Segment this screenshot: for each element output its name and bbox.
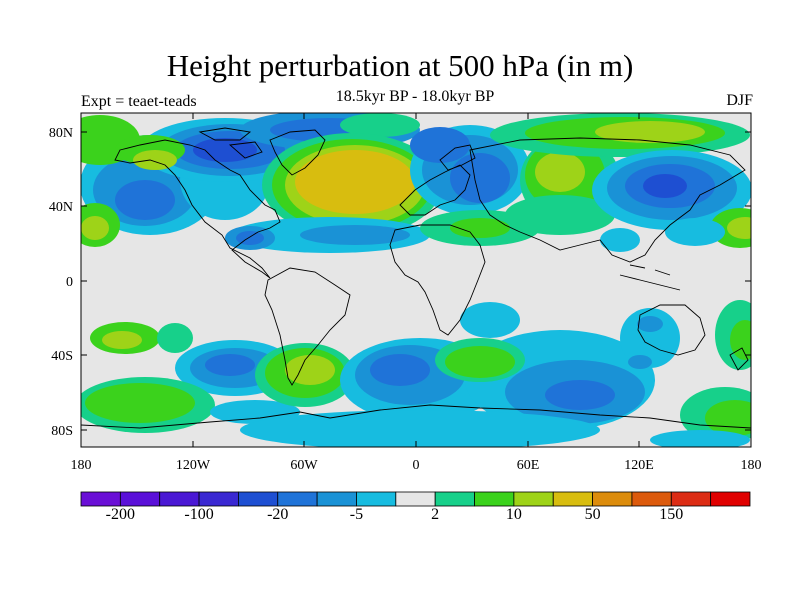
colorbar-swatch xyxy=(513,491,554,507)
colorbar-label: 2 xyxy=(431,506,440,523)
coastline-north-america xyxy=(114,139,281,279)
axis-ticks xyxy=(80,113,752,447)
colorbar-swatch xyxy=(119,491,161,507)
colorbar-swatch xyxy=(356,491,397,507)
colorbar xyxy=(80,491,751,507)
colorbar-swatch xyxy=(592,491,633,507)
coastline-europe xyxy=(399,164,471,216)
lon-tick-label: 0 xyxy=(413,458,420,473)
region-eurasia-negative xyxy=(410,125,540,246)
region-south-atlantic-positive xyxy=(435,338,525,382)
coastline-south-america xyxy=(264,267,351,386)
lon-tick-label: 180 xyxy=(71,458,92,473)
colorbar-swatch xyxy=(316,491,357,507)
coastline-greenland xyxy=(269,129,326,176)
coastline-australia xyxy=(637,304,706,356)
lon-tick-label: 60W xyxy=(290,458,318,473)
plot-title: Height perturbation at 500 hPa (in m) xyxy=(166,48,634,83)
colorbar-swatch xyxy=(552,491,593,507)
region-central-asia-positive xyxy=(490,113,750,235)
region-north-america-negative xyxy=(81,113,420,247)
latitude-labels: 80N 40N 0 40S 80S xyxy=(49,126,73,439)
colorbar-label: -5 xyxy=(349,506,364,523)
coastline-new-zealand xyxy=(729,347,749,371)
lon-tick-label: 180 xyxy=(741,458,762,473)
region-southern-ocean-negative xyxy=(240,302,680,447)
colorbar-label: 10 xyxy=(505,506,522,523)
region-south-america-positive xyxy=(255,343,355,407)
colorbar-label: -200 xyxy=(105,506,136,523)
coastline-asia xyxy=(469,137,746,263)
lon-tick-label: 60E xyxy=(517,458,540,473)
colorbar-swatch xyxy=(710,491,751,507)
region-east-asia-negative xyxy=(592,150,751,252)
plot-subtitle: 18.5kyr BP - 18.0kyr BP xyxy=(335,88,495,105)
lat-tick-label: 40S xyxy=(51,349,73,364)
coastlines xyxy=(81,127,751,429)
season-label: DJF xyxy=(726,92,753,109)
colorbar-swatch xyxy=(80,491,121,507)
coastline-antarctica xyxy=(81,404,751,429)
region-south-indian-positive xyxy=(650,300,751,447)
coastline-africa xyxy=(389,224,486,336)
colorbar-swatch xyxy=(198,491,239,507)
coastline-scandinavia xyxy=(439,144,476,171)
colorbar-label: 150 xyxy=(659,506,684,523)
region-south-pacific xyxy=(81,322,300,433)
colorbar-label: -100 xyxy=(184,506,214,523)
colorbar-swatch xyxy=(474,491,515,507)
colorbar-swatch xyxy=(670,491,712,507)
colorbar-swatch xyxy=(395,491,436,507)
lat-tick-label: 40N xyxy=(49,200,73,215)
colorbar-swatch xyxy=(277,491,318,507)
colorbar-swatch xyxy=(434,491,475,507)
lon-tick-label: 120W xyxy=(176,458,211,473)
lat-tick-label: 0 xyxy=(66,275,73,290)
lat-tick-label: 80N xyxy=(49,126,73,141)
lat-tick-label: 80S xyxy=(51,424,73,439)
longitude-labels: 180 120W 60W 0 60E 120E 180 xyxy=(71,458,762,473)
region-north-atlantic-positive xyxy=(262,133,442,237)
colorbar-swatch xyxy=(159,491,200,507)
colorbar-swatch xyxy=(631,491,672,507)
colorbar-label: 50 xyxy=(584,506,601,523)
lon-tick-label: 120E xyxy=(624,458,654,473)
experiment-label: Expt = teaet-teads xyxy=(81,93,197,110)
colorbar-label: -20 xyxy=(267,506,289,523)
colorbar-swatch xyxy=(238,491,279,507)
coastline-southeast-asia xyxy=(619,264,681,291)
coastline-arctic-islands xyxy=(198,127,263,159)
